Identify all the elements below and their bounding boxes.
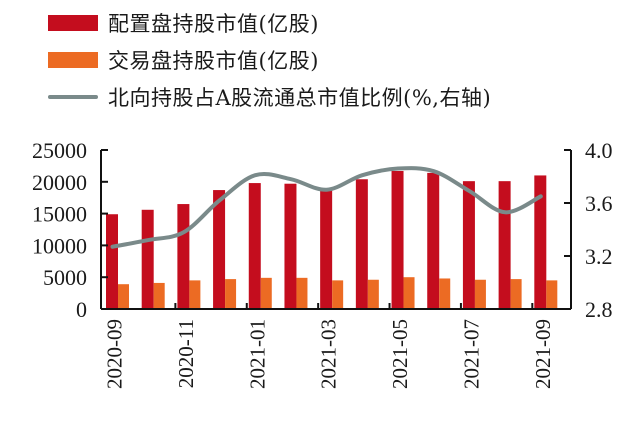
- bar-allocation: [284, 183, 297, 309]
- left-axis-tick-label: 25000: [32, 138, 87, 163]
- left-axis-tick-label: 0: [76, 297, 87, 322]
- legend-swatch-trading: [48, 51, 98, 68]
- left-axis-tick-label: 10000: [32, 233, 87, 258]
- x-axis-tick-label: 2021-01: [245, 319, 269, 389]
- legend-label-ratio: 北向持股占A股流通总市值比例(%,右轴): [108, 85, 492, 110]
- bar-trading: [260, 277, 272, 309]
- x-axis-tick-label: 2020-09: [103, 319, 127, 389]
- chart-legend: 配置盘持股市值(亿股) 交易盘持股市值(亿股) 北向持股占A股流通总市值比例(%…: [48, 4, 491, 115]
- axes: 0 5000 10000 15000 20000 25000 2.8 3.2 3.6 4.0 202…: [32, 138, 613, 389]
- right-axis-tick-label: 4.0: [585, 138, 613, 163]
- bar-trading: [189, 280, 201, 309]
- bar-series: [106, 170, 558, 309]
- bar-trading: [153, 282, 165, 309]
- bar-allocation: [213, 190, 226, 309]
- right-axis-tick-label: 2.8: [585, 297, 613, 322]
- legend-swatch-ratio: [48, 94, 98, 99]
- bar-trading: [367, 279, 379, 309]
- bar-allocation: [320, 188, 333, 309]
- bar-trading: [118, 284, 129, 309]
- bar-allocation: [355, 179, 368, 309]
- bar-allocation: [177, 204, 190, 309]
- left-axis-tick-label: 20000: [32, 170, 87, 195]
- bar-allocation: [462, 181, 475, 309]
- legend-item-trading: 交易盘持股市值(亿股): [48, 41, 491, 78]
- x-axis-tick-label: 2021-05: [388, 319, 412, 389]
- bar-allocation: [141, 209, 154, 309]
- bar-trading: [225, 279, 237, 309]
- legend-label-allocation: 配置盘持股市值(亿股): [108, 11, 319, 36]
- legend-label-trading: 交易盘持股市值(亿股): [108, 48, 319, 73]
- ratio-line: [110, 166, 543, 249]
- bar-trading: [546, 280, 558, 309]
- bar-trading: [474, 279, 486, 309]
- left-axis-tick-label: 15000: [32, 202, 87, 227]
- bar-trading: [332, 280, 344, 309]
- bar-trading: [439, 278, 451, 309]
- bar-allocation: [391, 170, 404, 309]
- bar-allocation: [534, 175, 547, 309]
- left-axis-tick-label: 5000: [43, 265, 87, 290]
- x-axis-tick-label: 2021-07: [459, 319, 483, 389]
- right-axis-tick-label: 3.6: [585, 191, 613, 216]
- bar-allocation: [498, 181, 511, 309]
- bar-trading: [296, 277, 308, 309]
- right-axis-tick-label: 3.2: [585, 244, 613, 269]
- legend-swatch-allocation: [48, 14, 98, 31]
- x-axis-tick-label: 2021-03: [317, 319, 341, 389]
- bar-allocation: [248, 183, 261, 309]
- bar-trading: [510, 279, 522, 309]
- legend-item-allocation: 配置盘持股市值(亿股): [48, 4, 491, 41]
- bar-allocation: [106, 214, 118, 309]
- x-axis-tick-label: 2021-09: [531, 319, 555, 389]
- legend-item-ratio: 北向持股占A股流通总市值比例(%,右轴): [48, 78, 491, 115]
- bar-trading: [403, 277, 415, 309]
- x-axis-tick-label: 2020-11: [174, 319, 198, 388]
- bar-allocation: [427, 172, 440, 309]
